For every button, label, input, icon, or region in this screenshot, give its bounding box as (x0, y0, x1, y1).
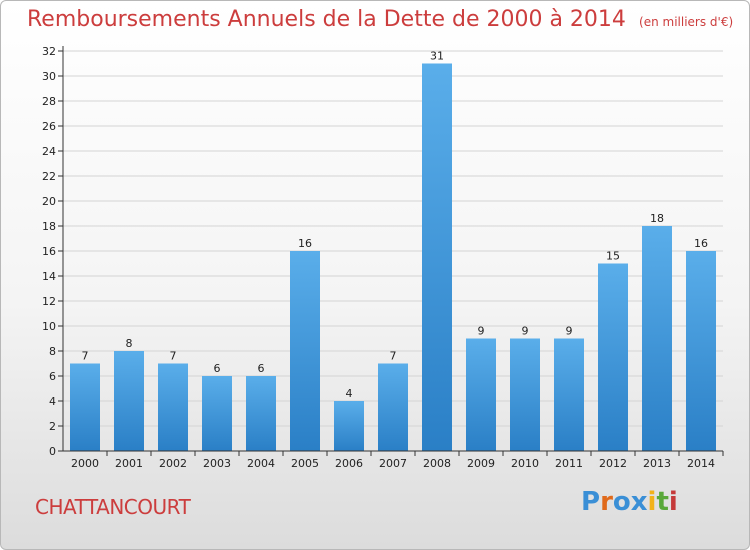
logo-letter: P (581, 487, 601, 517)
value-label: 15 (606, 250, 620, 263)
chart-title: Remboursements Annuels de la Dette de 20… (27, 7, 626, 32)
value-label: 16 (694, 237, 708, 250)
x-tick-label: 2009 (467, 457, 495, 470)
place-name: CHATTANCOURT (35, 495, 191, 519)
bar (70, 363, 100, 451)
logo-letter: i (668, 487, 678, 517)
x-tick-label: 2008 (423, 457, 451, 470)
bar (642, 226, 672, 451)
y-tick-label: 16 (42, 245, 56, 258)
value-label: 31 (430, 50, 444, 63)
value-label: 7 (170, 350, 177, 363)
y-tick-label: 30 (42, 70, 56, 83)
proxiti-logo: Proxiti (581, 487, 678, 517)
bar (158, 363, 188, 451)
bar (686, 251, 716, 451)
y-tick-label: 4 (49, 395, 56, 408)
logo-letter: i (647, 487, 657, 517)
value-label: 6 (214, 362, 221, 375)
x-tick-labels: 2000 2001 2002 2003 2004 2005 2006 2007 2008 2009… (71, 457, 715, 470)
logo-letter: o (612, 487, 631, 517)
x-tick-label: 2003 (203, 457, 231, 470)
x-tick-label: 2006 (335, 457, 363, 470)
chart-title-row: Remboursements Annuels de la Dette de 20… (27, 7, 733, 32)
logo-letter: t (656, 487, 669, 517)
value-label: 6 (258, 362, 265, 375)
y-tick-label: 10 (42, 320, 56, 333)
x-tick-label: 2001 (115, 457, 143, 470)
bar (290, 251, 320, 451)
x-tick-label: 2000 (71, 457, 99, 470)
y-tick-label: 28 (42, 95, 56, 108)
y-tick-label: 32 (42, 45, 56, 58)
value-label: 4 (346, 387, 353, 400)
bar (246, 376, 276, 451)
bar (598, 263, 628, 451)
x-tick-label: 2005 (291, 457, 319, 470)
y-tick-label: 6 (49, 370, 56, 383)
x-tick-label: 2002 (159, 457, 187, 470)
y-tick-label: 22 (42, 170, 56, 183)
bar (334, 401, 364, 451)
value-label: 9 (522, 325, 529, 338)
bar (510, 338, 540, 451)
value-label: 8 (126, 337, 133, 350)
x-tick-label: 2011 (555, 457, 583, 470)
value-label: 9 (566, 325, 573, 338)
y-tick-label: 12 (42, 295, 56, 308)
y-tick-label: 2 (49, 420, 56, 433)
bar (554, 338, 584, 451)
y-tick-label: 0 (49, 445, 56, 458)
y-tick-label: 24 (42, 145, 56, 158)
x-tick-label: 2012 (599, 457, 627, 470)
axes (58, 46, 724, 456)
y-tick-label: 18 (42, 220, 56, 233)
logo-letter: r (600, 487, 613, 517)
bar (422, 63, 452, 451)
value-label: 7 (82, 350, 89, 363)
value-label: 16 (298, 237, 312, 250)
y-tick-label: 20 (42, 195, 56, 208)
x-tick-label: 2014 (687, 457, 715, 470)
x-tick-label: 2004 (247, 457, 275, 470)
value-label: 7 (390, 350, 397, 363)
value-label: 18 (650, 212, 664, 225)
x-tick-label: 2007 (379, 457, 407, 470)
x-tick-label: 2013 (643, 457, 671, 470)
bar (378, 363, 408, 451)
x-tick-label: 2010 (511, 457, 539, 470)
bars (70, 63, 716, 451)
value-label: 9 (478, 325, 485, 338)
bar (114, 351, 144, 451)
y-tick-label: 8 (49, 345, 56, 358)
logo-letter: x (630, 487, 648, 517)
y-tick-label: 26 (42, 120, 56, 133)
value-labels: 7 8 7 6 6 16 4 7 31 9 9 9 15 18 16 (82, 50, 709, 401)
bar (202, 376, 232, 451)
y-tick-label: 14 (42, 270, 56, 283)
bar (466, 338, 496, 451)
chart-subtitle: (en milliers d'€) (639, 15, 734, 29)
